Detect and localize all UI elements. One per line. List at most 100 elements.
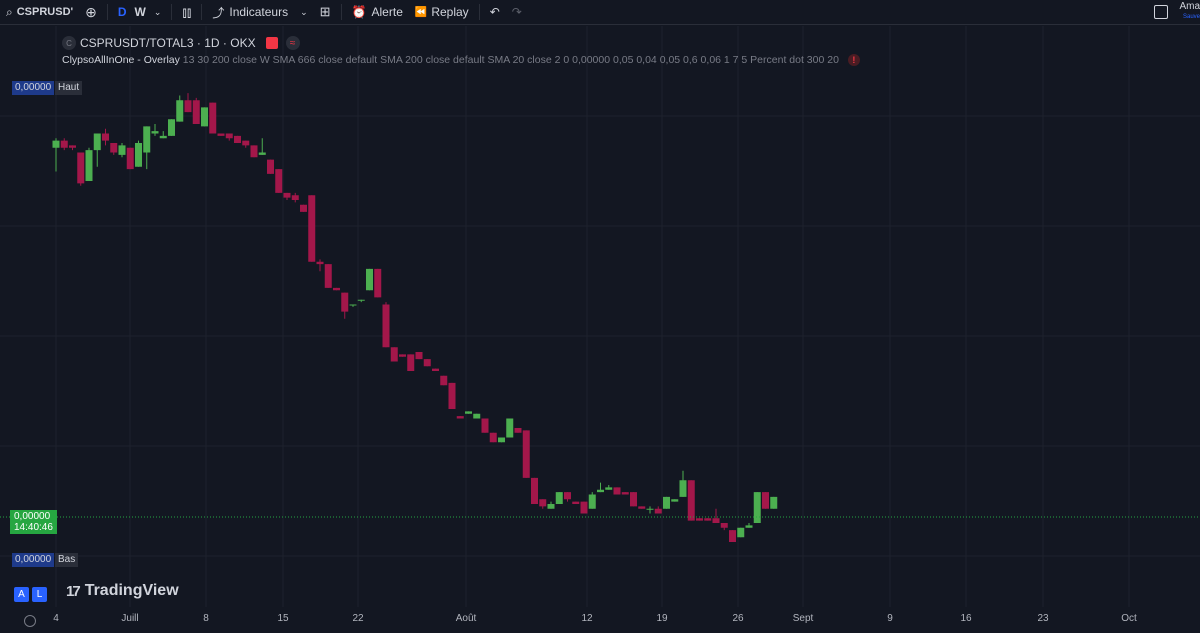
candle-body-down	[184, 100, 192, 113]
candle	[539, 499, 547, 509]
candle-body-down	[564, 492, 571, 500]
candlestick-chart[interactable]	[0, 26, 1200, 607]
rewind-icon: ⏪	[414, 6, 428, 18]
time-tick-label: Juill	[121, 613, 139, 624]
symbol-logo-icon: C	[62, 36, 76, 50]
candle-body-down	[621, 492, 629, 495]
fullscreen-button[interactable]	[1148, 0, 1174, 25]
candle	[564, 492, 571, 502]
settings-icon[interactable]	[24, 615, 36, 627]
time-tick-label: Sept	[792, 613, 814, 624]
toolbar-divider	[478, 4, 480, 20]
candle	[712, 508, 720, 523]
candle-body-up	[597, 489, 604, 493]
candle	[737, 527, 745, 538]
candle-body-down	[481, 418, 489, 433]
chart-type-button[interactable]: ⫾⫾	[176, 0, 197, 25]
candle	[753, 492, 761, 523]
candle-body-up	[357, 299, 365, 301]
alert-button[interactable]: ⏰ Alerte	[346, 0, 409, 25]
candle	[93, 133, 101, 167]
candle-body-down	[60, 140, 68, 148]
indicators-button[interactable]: ⤴ Indicateurs	[206, 0, 294, 25]
candle	[201, 107, 208, 127]
undo-icon: ↶	[489, 5, 500, 19]
candle	[341, 292, 349, 319]
time-tick-label: Août	[455, 613, 477, 624]
candle	[192, 97, 200, 124]
indicator-legend[interactable]: ClypsoAllInOne - Overlay 13 30 200 close…	[62, 54, 860, 66]
candle	[720, 523, 728, 531]
candle-body-up	[737, 527, 745, 538]
interval-w-button[interactable]: W	[133, 0, 148, 25]
candle-body-up	[151, 131, 159, 134]
candle	[687, 480, 695, 521]
candle	[440, 375, 448, 386]
candle-body-down	[456, 416, 464, 419]
time-axis[interactable]: 4 Juill 8 15 22 Août 12 19 26 Sept 9 16 23 Oct	[0, 607, 1200, 633]
candle	[531, 477, 538, 504]
candle-body-down	[704, 518, 712, 521]
candle	[126, 147, 134, 170]
replay-button[interactable]: ⏪ Replay	[409, 0, 475, 25]
low-label: Bas	[58, 554, 76, 565]
log-scale-button[interactable]: L	[32, 587, 47, 602]
candle-body-up	[201, 107, 208, 127]
candle	[762, 492, 769, 509]
candle-body-down	[522, 430, 530, 478]
candle-body-down	[613, 487, 621, 495]
countdown-timer: 14:40:46	[14, 522, 53, 533]
candle	[638, 506, 646, 509]
candle	[102, 128, 109, 146]
flag-icon[interactable]	[265, 37, 278, 49]
candle	[456, 416, 464, 419]
interval-d-button[interactable]: D	[112, 0, 133, 25]
candle-body-up	[671, 499, 679, 502]
candle	[60, 138, 68, 151]
top-toolbar: ⌕ CSPRUSD' ⊕ D W ⌄ ⫾⫾ ⤴ Indicateurs ⌄ ⊞ …	[0, 0, 1200, 25]
candle-body-down	[382, 304, 390, 348]
candle-body-up	[135, 143, 142, 167]
candle-body-down	[308, 195, 316, 262]
candle	[118, 143, 126, 158]
candle-body-up	[745, 525, 753, 528]
candle-body-down	[531, 477, 538, 504]
candle	[630, 492, 637, 507]
redo-button[interactable]: ↷	[506, 0, 528, 25]
candle	[679, 470, 687, 497]
candle-body-down	[489, 432, 497, 443]
candle	[151, 124, 159, 136]
candle-body-down	[324, 264, 332, 288]
candle-body-up	[258, 152, 266, 155]
candles-icon: ⫾⫾	[182, 3, 192, 20]
candle-body-down	[729, 530, 736, 542]
candle	[613, 487, 621, 495]
candle	[770, 496, 778, 509]
interval-dropdown[interactable]: ⌄	[148, 0, 168, 25]
time-tick-label: 9	[887, 613, 893, 624]
candle-body-down	[399, 354, 406, 357]
compare-button[interactable]: ⊕	[79, 0, 103, 25]
candle	[597, 482, 604, 493]
layout-name-button[interactable]: Ama Sauve	[1179, 2, 1200, 22]
indicators-dropdown[interactable]: ⌄	[294, 0, 314, 25]
candle-body-up	[349, 304, 357, 306]
high-price-tag: 0,00000	[12, 81, 55, 95]
symbol-legend[interactable]: C CSPRUSDT/TOTAL3 · 1D · OKX ≈	[62, 36, 300, 50]
time-tick-label: 22	[352, 613, 364, 624]
wave-icon[interactable]: ≈	[285, 36, 300, 50]
indicator-params: 13 30 200 close W SMA 666 close default …	[182, 54, 839, 66]
candle	[217, 133, 225, 136]
candle-body-down	[283, 192, 291, 198]
chart-pane[interactable]	[0, 26, 1200, 607]
auto-scale-button[interactable]: A	[14, 587, 29, 602]
symbol-search-button[interactable]: ⌕ CSPRUSD'	[0, 0, 79, 25]
candle	[646, 506, 654, 514]
candle	[605, 485, 613, 490]
undo-button[interactable]: ↶	[484, 0, 506, 25]
candle	[399, 354, 406, 357]
time-tick-label: 8	[203, 613, 209, 624]
warning-icon[interactable]: !	[847, 54, 860, 66]
candle	[555, 492, 563, 504]
layouts-button[interactable]: ⊞	[314, 0, 337, 25]
